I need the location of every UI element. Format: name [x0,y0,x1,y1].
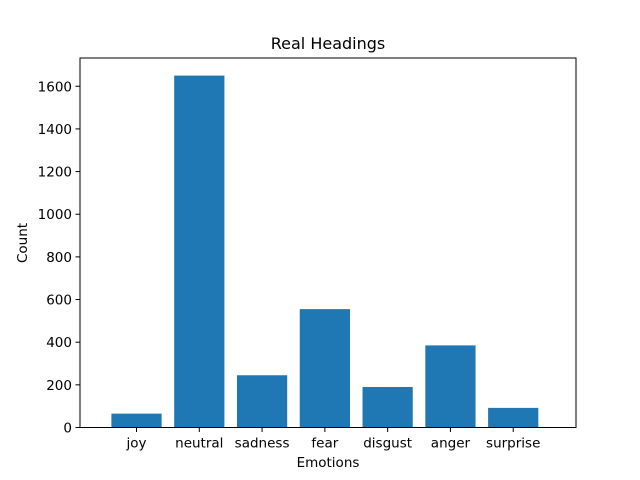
x-tick-label-neutral: neutral [175,436,223,452]
bar-surprise [488,407,539,428]
y-tick-label-400: 400 [46,335,72,351]
y-tick-label-200: 200 [46,378,72,394]
x-tick-label-anger: anger [431,436,471,452]
y-axis-ticks: 0 200 400 600 800 1000 1200 1400 1600 [38,79,80,437]
x-tick-label-sadness: sadness [235,436,290,452]
y-axis-title: Count [15,223,31,263]
bar-disgust [362,386,413,428]
x-tick-label-surprise: surprise [486,436,540,452]
y-tick-label-1000: 1000 [38,207,72,223]
x-axis-title: Emotions [297,455,360,471]
bar-joy [111,413,162,428]
x-tick-label-disgust: disgust [363,436,412,452]
x-axis-ticks: joy neutral sadness fear disgust anger surpris… [126,427,540,452]
x-tick-label-fear: fear [311,436,338,452]
y-tick-label-1200: 1200 [38,165,72,181]
bar-sadness [236,375,288,428]
x-tick-label-joy: joy [126,436,147,452]
y-tick-label-0: 0 [63,421,72,437]
bar-neutral [174,75,225,428]
chart-title: Real Headings [271,34,386,53]
plot-frame [79,57,577,428]
y-tick-label-800: 800 [46,250,72,266]
y-tick-label-1400: 1400 [38,122,72,138]
bar-fear [299,309,350,428]
y-tick-label-1600: 1600 [38,79,72,95]
bar-anger [425,345,476,428]
bars-group [111,75,539,428]
y-tick-label-600: 600 [46,293,72,309]
